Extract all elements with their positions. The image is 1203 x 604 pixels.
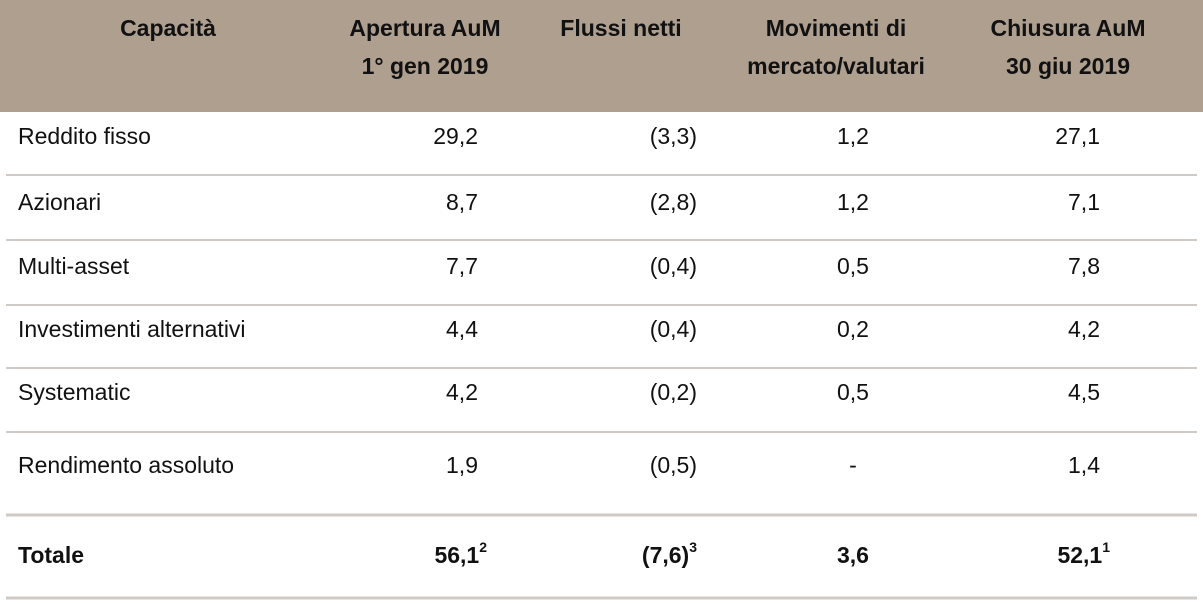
column-header: Capacità <box>120 15 216 41</box>
column-header: mercato/valutari <box>747 53 925 79</box>
cell: 4,2 <box>1068 316 1100 342</box>
total-value: 52,1 <box>1057 542 1102 568</box>
column-header: 30 giu 2019 <box>1006 53 1130 79</box>
total-cell: 56,12 <box>434 539 487 568</box>
footnote-mark: 1 <box>1102 539 1110 555</box>
column-header: 1° gen 2019 <box>362 53 489 79</box>
row-label: Multi-asset <box>18 253 130 279</box>
cell: (0,2) <box>650 379 697 405</box>
column-header: Chiusura AuM <box>990 15 1145 41</box>
column-header: Flussi netti <box>560 15 681 41</box>
row-label: Rendimento assoluto <box>18 452 234 478</box>
cell: 4,4 <box>446 316 478 342</box>
cell: 0,5 <box>837 253 869 279</box>
cell: 7,1 <box>1068 189 1100 215</box>
total-value: (7,6) <box>642 542 689 568</box>
total-label: Totale <box>18 542 84 568</box>
footnote-mark: 3 <box>689 539 697 555</box>
cell: 27,1 <box>1055 123 1100 149</box>
cell: 4,2 <box>446 379 478 405</box>
column-header: Apertura AuM <box>349 15 500 41</box>
cell: 1,2 <box>837 189 869 215</box>
row-label: Systematic <box>18 379 130 405</box>
total-cell: (7,6)3 <box>642 539 697 568</box>
cell: 4,5 <box>1068 379 1100 405</box>
cell: 1,9 <box>446 452 478 478</box>
cell: (0,4) <box>650 316 697 342</box>
cell: 1,4 <box>1068 452 1100 478</box>
row-label: Reddito fisso <box>18 123 151 149</box>
total-value: 56,1 <box>434 542 479 568</box>
cell: - <box>849 452 857 478</box>
cell: (0,5) <box>650 452 697 478</box>
cell: 1,2 <box>837 123 869 149</box>
total-cell: 52,11 <box>1057 539 1110 568</box>
total-cell: 3,6 <box>837 542 869 568</box>
footnote-mark: 2 <box>479 539 487 555</box>
cell: 7,7 <box>446 253 478 279</box>
row-label: Azionari <box>18 189 101 215</box>
cell: 0,5 <box>837 379 869 405</box>
cell: 0,2 <box>837 316 869 342</box>
cell: 29,2 <box>433 123 478 149</box>
cell: 8,7 <box>446 189 478 215</box>
cell: 7,8 <box>1068 253 1100 279</box>
cell: (0,4) <box>650 253 697 279</box>
total-value: 3,6 <box>837 542 869 568</box>
cell: (2,8) <box>650 189 697 215</box>
column-header: Movimenti di <box>766 15 907 41</box>
cell: (3,3) <box>650 123 697 149</box>
header-band <box>0 0 1203 112</box>
row-label: Investimenti alternativi <box>18 316 246 342</box>
